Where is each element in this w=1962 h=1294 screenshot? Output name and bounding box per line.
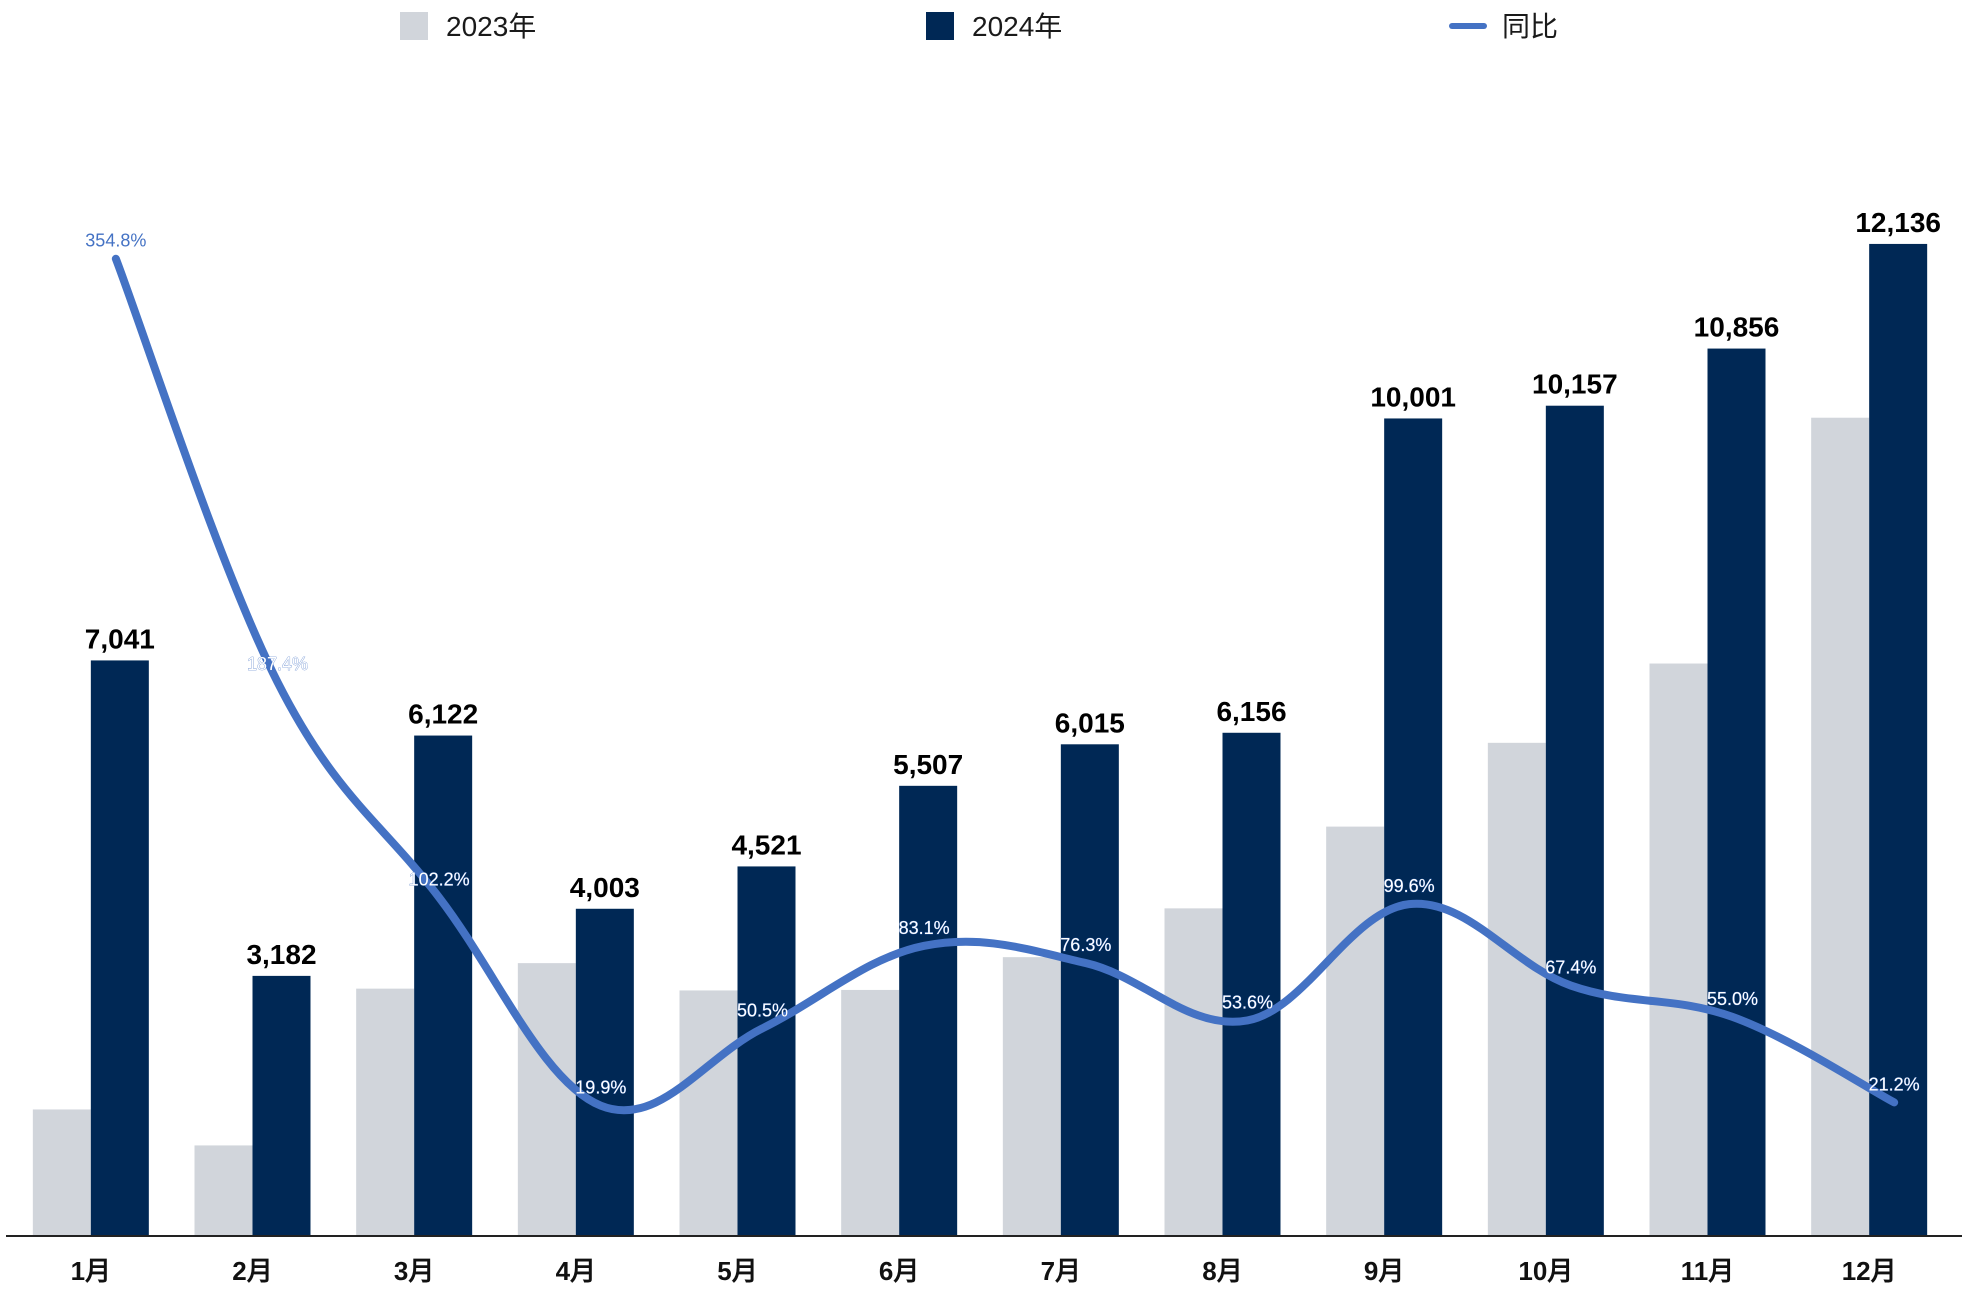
- bar-2023-8[interactable]: [1164, 908, 1223, 1236]
- bar-2024-1[interactable]: [90, 660, 149, 1236]
- bar-label-2024-11: 10,856: [1694, 312, 1780, 343]
- labels-layer: 7,041 3,182 6,122 4,003 4,521 5,507 6,015 6,156…: [85, 207, 1941, 970]
- bar-label-2024-4: 4,003: [570, 872, 640, 903]
- bar-2023-7[interactable]: [1002, 957, 1061, 1236]
- bar-2023-5[interactable]: [679, 990, 738, 1236]
- bar-2023-6[interactable]: [841, 989, 900, 1236]
- yoy-label-2: 187.4%: [247, 654, 308, 674]
- x-tick-label-4: 4月: [556, 1256, 596, 1286]
- yoy-label-7: 76.3%: [1060, 935, 1111, 955]
- bar-label-2024-12: 12,136: [1855, 207, 1941, 238]
- bar-label-2024-8: 6,156: [1216, 696, 1286, 727]
- yoy-label-8: 53.6%: [1222, 992, 1273, 1012]
- legend-item-yoy[interactable]: 同比: [1449, 11, 1558, 42]
- bar-2023-3[interactable]: [356, 988, 415, 1236]
- bar-label-2024-2: 3,182: [246, 939, 316, 970]
- bar-2024-8[interactable]: [1222, 732, 1281, 1236]
- bar-2023-10[interactable]: [1487, 742, 1546, 1236]
- bar-2024-4[interactable]: [575, 908, 634, 1236]
- yoy-line[interactable]: [111, 254, 1899, 1115]
- bar-label-2024-6: 5,507: [893, 749, 963, 780]
- bar-2024-6[interactable]: [899, 785, 958, 1236]
- x-tick-label-3: 3月: [394, 1256, 434, 1286]
- bar-label-2024-9: 10,001: [1370, 381, 1456, 412]
- x-axis-categories: 1月 2月 3月 4月 5月 6月 7月 8月 9月 10月 11月 12月: [71, 1256, 1897, 1286]
- legend-label-2024: 2024年: [972, 11, 1062, 42]
- yoy-label-12: 21.2%: [1869, 1074, 1920, 1094]
- bars-layer: [32, 243, 1928, 1237]
- legend-label-yoy: 同比: [1502, 11, 1558, 42]
- x-tick-label-5: 5月: [717, 1256, 757, 1286]
- bar-2023-4[interactable]: [517, 963, 576, 1236]
- bar-2023-11[interactable]: [1649, 663, 1708, 1236]
- x-tick-label-9: 9月: [1364, 1256, 1404, 1286]
- bar-label-2024-5: 4,521: [731, 829, 801, 860]
- yoy-label-11: 55.0%: [1707, 989, 1758, 1009]
- yoy-label-4: 19.9%: [575, 1078, 626, 1098]
- legend-item-2024[interactable]: 2024年: [926, 11, 1062, 42]
- bar-2024-9[interactable]: [1384, 418, 1443, 1236]
- bar-2023-12[interactable]: [1811, 417, 1870, 1236]
- legend-swatch-2023: [400, 12, 428, 40]
- yoy-label-1: 354.8%: [85, 231, 146, 251]
- x-tick-label-10: 10月: [1518, 1256, 1573, 1286]
- yoy-label-10: 67.4%: [1545, 958, 1596, 978]
- bar-2024-10[interactable]: [1545, 405, 1604, 1236]
- bar-label-2024-3: 6,122: [408, 699, 478, 730]
- bar-label-2024-7: 6,015: [1055, 707, 1125, 738]
- bar-2024-5[interactable]: [737, 866, 796, 1236]
- legend-item-2023[interactable]: 2023年: [400, 11, 536, 42]
- bar-2024-3[interactable]: [414, 735, 473, 1236]
- bar-label-2024-1: 7,041: [85, 623, 155, 654]
- legend-label-2023: 2023年: [446, 11, 536, 42]
- yoy-label-9: 99.6%: [1384, 876, 1435, 896]
- bar-2024-2[interactable]: [252, 975, 311, 1236]
- x-tick-label-7: 7月: [1041, 1256, 1081, 1286]
- x-tick-label-6: 6月: [879, 1256, 919, 1286]
- legend: 2023年 2024年 同比: [400, 11, 1558, 42]
- x-tick-label-8: 8月: [1202, 1256, 1242, 1286]
- bar-2024-7[interactable]: [1060, 744, 1119, 1236]
- bar-2024-12[interactable]: [1869, 243, 1928, 1236]
- bar-2023-1[interactable]: [32, 1109, 91, 1236]
- yoy-label-3: 102.2%: [409, 870, 470, 890]
- x-tick-label-11: 11月: [1681, 1256, 1735, 1286]
- bar-2023-9[interactable]: [1326, 826, 1385, 1236]
- legend-swatch-2024: [926, 12, 954, 40]
- x-tick-label-2: 2月: [232, 1256, 272, 1286]
- x-tick-label-1: 1月: [71, 1256, 111, 1286]
- bar-2023-2[interactable]: [194, 1145, 253, 1236]
- bar-label-2024-10: 10,157: [1532, 369, 1618, 400]
- yoy-label-5: 50.5%: [737, 1000, 788, 1020]
- bar-2024-11[interactable]: [1707, 348, 1766, 1237]
- yoy-label-6: 83.1%: [899, 918, 950, 938]
- yoy-line-layer: 354.8% 187.4% 102.2% 19.9% 50.5% 83.1% 76.3% 53…: [85, 231, 1920, 1115]
- x-tick-label-12: 12月: [1842, 1256, 1897, 1286]
